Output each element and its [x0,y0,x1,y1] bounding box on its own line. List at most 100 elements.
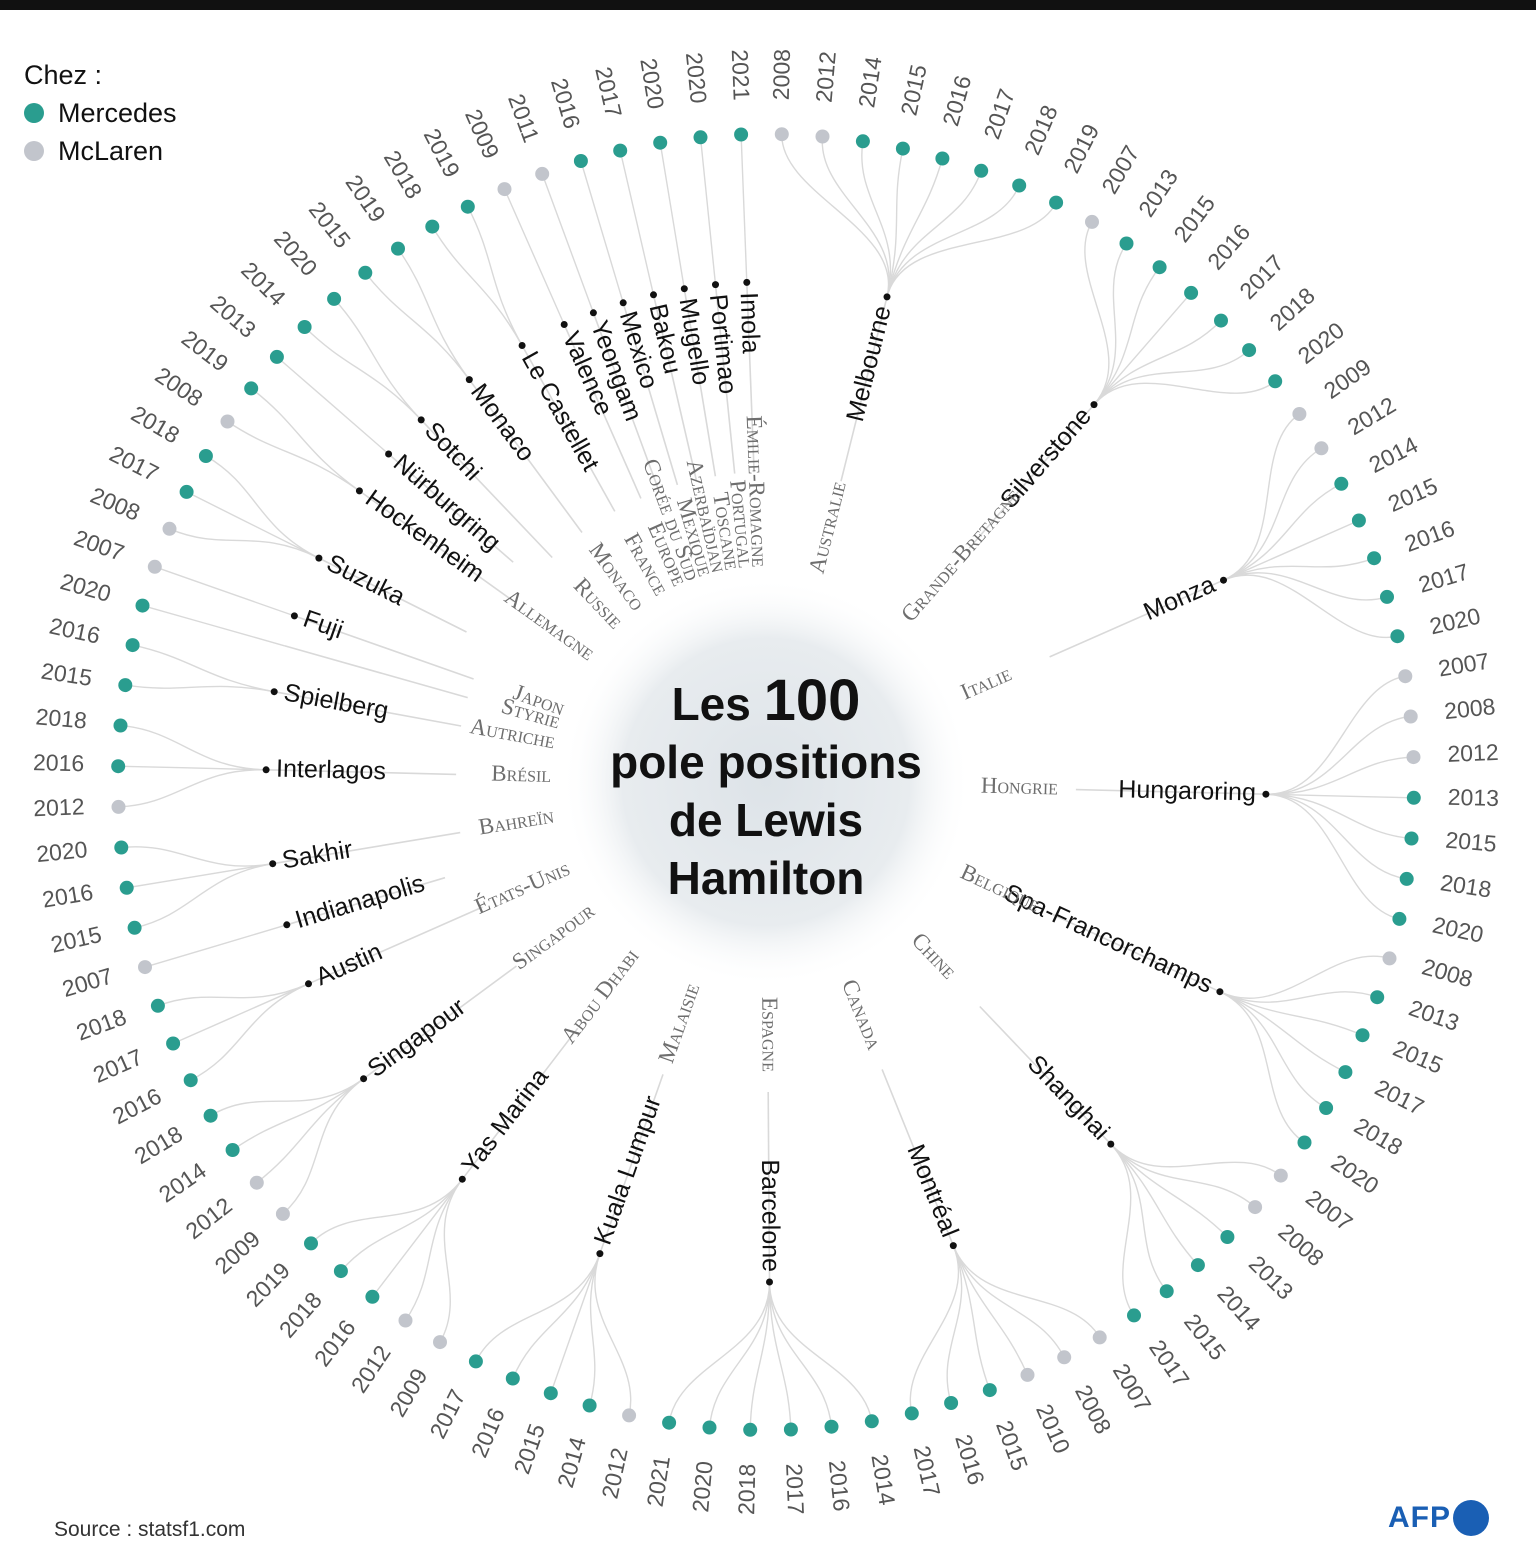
year-label-silverstone-2017: 2017 [1234,249,1288,304]
branch-line-shanghai-2008 [1110,1143,1256,1208]
afp-logo-dot-icon [1453,1500,1489,1536]
pole-dot-yeongam-2011 [535,166,550,181]
year-label-melbourne-2012: 2012 [811,50,841,103]
city-node-melbourne [883,293,891,301]
year-label-sotchi-2020: 2020 [269,226,322,281]
mercedes-dot-icon [24,103,44,123]
year-label-le-castellet-2019: 2019 [419,124,466,181]
branch-line-melbourne-2019 [886,202,1057,298]
branch-line-sakhir-2020 [121,846,273,867]
country-label-bahrein: Bahreïn [477,803,556,840]
source-note: Source : statsf1.com [54,1518,246,1541]
pole-dot-kuala-lumpur-2016 [505,1371,520,1386]
mclaren-dot-icon [24,141,44,161]
country-label-emilie-romagne: Émilie-Romagne [742,415,773,568]
year-label-kuala-lumpur-2012: 2012 [597,1445,633,1501]
pole-dot-hungaroring-2018 [1399,871,1414,886]
trunk-line-montreal [881,1069,955,1246]
year-label-spa-francorchamps-2015: 2015 [1389,1035,1446,1079]
branch-line-shanghai-2017 [1110,1143,1135,1316]
branch-line-monza-2020 [1223,574,1398,639]
branch-line-spa-francorchamps-2018 [1219,991,1327,1109]
branch-line-hungaroring-2013 [1265,793,1414,799]
pole-dot-monza-2009 [1292,407,1307,421]
city-node-monaco [465,376,473,384]
year-label-sakhir-2016: 2016 [40,879,95,913]
city-node-sakhir [269,860,277,868]
year-label-barcelone-2017: 2017 [781,1463,809,1515]
year-label-melbourne-2015: 2015 [896,62,932,118]
year-label-kuala-lumpur-2016: 2016 [466,1404,510,1461]
trunk-line-interlagos [266,769,457,776]
pole-dot-barcelone-2014 [864,1414,879,1429]
year-label-suzuka-2008: 2008 [87,482,144,526]
branch-line-styrie-2020 [142,604,286,647]
pole-dot-mexico-2016 [573,154,588,168]
year-label-barcelone-2020: 2020 [687,1460,717,1513]
year-label-yas-marina-2009: 2009 [384,1364,432,1421]
branch-line-silverstone-2020 [1093,380,1276,406]
pole-dot-silverstone-2013 [1119,236,1134,251]
branch-line-suzuka-2008 [169,528,320,559]
legend-label-mclaren: McLaren [58,136,164,166]
pole-dot-spa-francorchamps-2008 [1382,951,1397,966]
country-label-belgique: Belgique [957,859,1044,917]
pole-dot-melbourne-2012 [815,129,830,144]
branch-line-shanghai-2007 [1110,1143,1282,1177]
country-label-canada: Canada [837,976,888,1054]
trunk-line-mexico [622,302,679,486]
branch-line-spielberg-2015 [125,684,275,693]
branch-line-silverstone-2016 [1093,292,1192,406]
pole-dot-sotchi-2014 [297,320,312,334]
pole-dot-shanghai-2015 [1159,1284,1174,1299]
pole-dot-sotchi-2020 [327,291,342,306]
pole-dot-valence-2009 [497,182,512,197]
pole-dot-indianapolis-2007 [138,960,152,975]
trunk-line-nurburgring [388,453,514,563]
trunk-line-bakou [652,294,698,481]
trunk-line-suzuka [318,557,467,633]
city-node-monza [1220,576,1227,584]
pole-dot-montreal-2010 [1020,1367,1035,1382]
branch-line-spielberg-2016 [132,644,275,693]
city-node-yeongam [589,309,597,317]
year-label-sakhir-2020: 2020 [35,836,89,867]
trunk-line-silverstone [968,404,1095,549]
year-label-silverstone-2007: 2007 [1096,141,1144,198]
city-node-kuala-lumpur [596,1250,604,1258]
city-node-suzuka [315,554,323,562]
city-node-bakou [650,291,657,299]
year-label-interlagos-2012: 2012 [33,793,85,821]
year-label-hungaroring-2020: 2020 [1430,912,1486,948]
trunk-line-portimao [714,284,736,474]
pole-dot-mugello-2020 [653,135,668,150]
city-node-yas-marina [458,1175,466,1183]
pole-dot-le-castellet-2019 [460,199,475,214]
year-label-spa-francorchamps-2018: 2018 [1350,1112,1407,1160]
year-label-barcelone-2016: 2016 [824,1459,855,1513]
branch-line-indianapolis-2007 [144,924,288,968]
branch-line-suzuka-2018 [205,455,320,559]
branch-line-spa-francorchamps-2008 [1219,955,1390,999]
city-node-sotchi [417,416,425,424]
branch-line-mexico-2016 [580,160,624,304]
branch-line-monza-2015 [1223,519,1360,581]
branch-line-austin-2016 [190,983,309,1081]
city-label-suzuka: Suzuka [322,549,409,611]
branch-line-suzuka-2017 [186,491,320,559]
branch-line-kuala-lumpur-2014 [588,1253,601,1406]
year-label-yas-marina-2016: 2016 [309,1315,361,1371]
country-label-singapour: Singapour [507,898,599,975]
pole-dot-hockenheim-2019 [244,381,259,396]
city-node-shanghai [1107,1140,1115,1148]
trunk-line-mugello [683,288,717,477]
pole-dot-hockenheim-2008 [220,414,235,429]
branch-line-shanghai-2015 [1110,1143,1168,1292]
year-label-melbourne-2018: 2018 [1019,101,1063,158]
year-label-indianapolis-2007: 2007 [59,963,115,1003]
branch-line-spa-francorchamps-2017 [1219,991,1346,1073]
year-label-styrie-2020: 2020 [58,568,114,607]
pole-dot-singapour-2012 [249,1175,264,1190]
year-label-shanghai-2014: 2014 [1212,1280,1266,1336]
